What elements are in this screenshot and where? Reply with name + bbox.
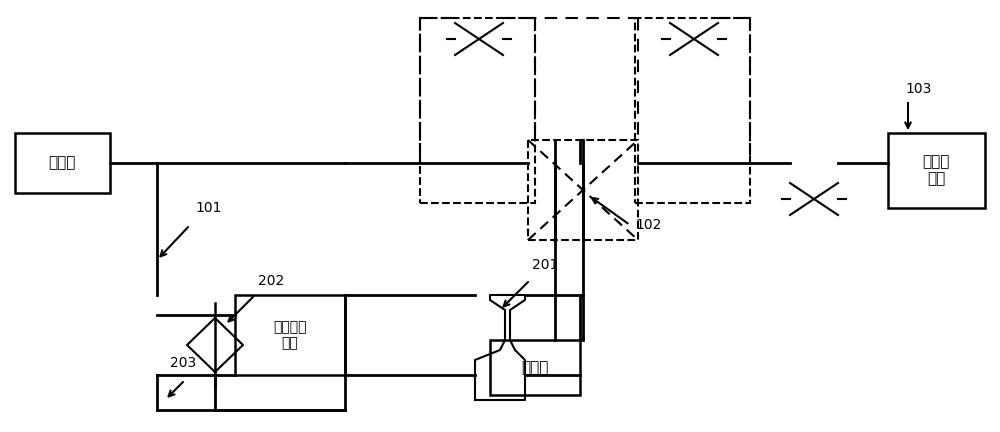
Bar [420,18,535,203]
Text: 无压放
水管: 无压放 水管 [922,154,950,186]
Bar [15,133,110,193]
Text: 消音器: 消音器 [48,156,76,171]
Text: 102: 102 [635,218,661,232]
Text: 吹管临时
系统: 吹管临时 系统 [273,320,307,350]
Text: 103: 103 [905,82,931,96]
Text: 202: 202 [258,274,284,288]
Text: 203: 203 [170,356,196,370]
Text: 201: 201 [532,258,558,272]
Text: 给水管: 给水管 [521,360,549,375]
Bar [528,140,638,240]
Bar [888,133,985,208]
Bar [635,18,750,203]
Bar [490,340,580,395]
Text: 101: 101 [195,201,222,215]
Bar [235,295,345,375]
